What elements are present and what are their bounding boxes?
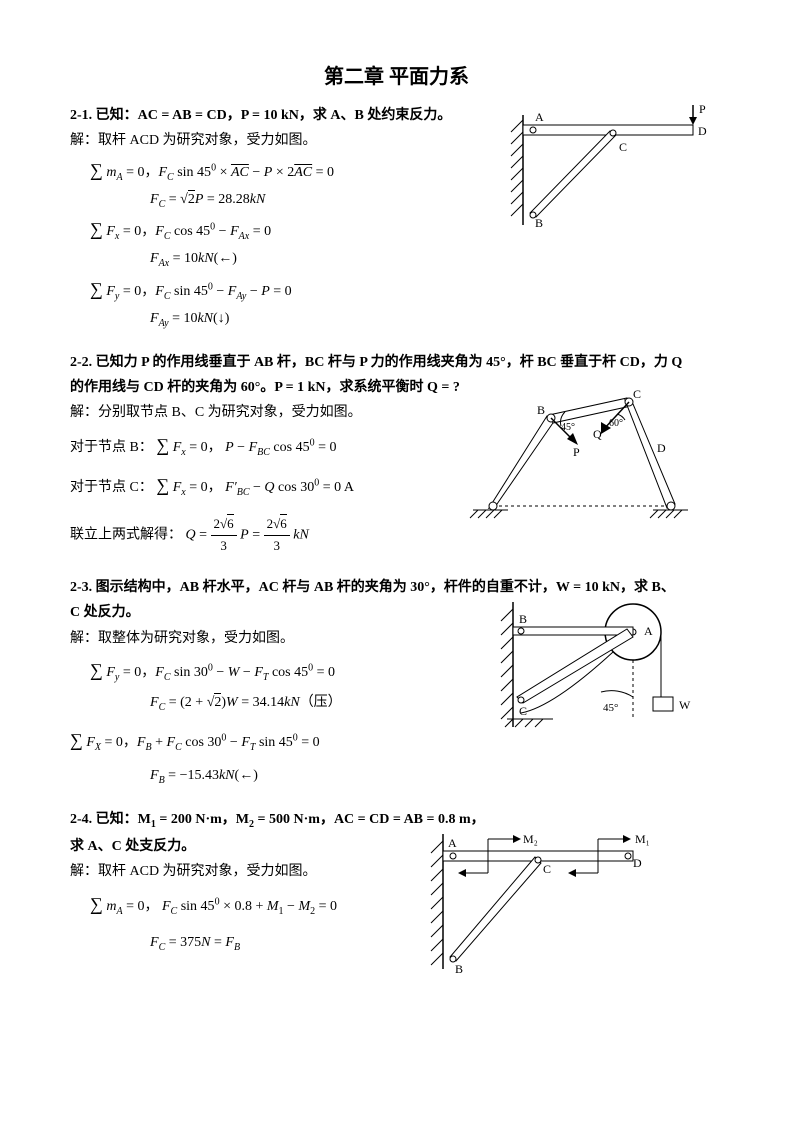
problem-2-3: 2-3. 图示结构中，AB 杆水平，AC 杆与 AB 杆的夹角为 30°，杆件的… bbox=[70, 577, 723, 789]
problem-2-2: 2-2. 已知力 P 的作用线垂直于 AB 杆，BC 杆与 P 力的作用线夹角为… bbox=[70, 352, 723, 557]
label-C: C bbox=[619, 140, 627, 154]
p3-figure: A B C W 45° bbox=[493, 597, 713, 752]
label-P: P bbox=[573, 445, 580, 459]
label-D: D bbox=[633, 856, 642, 870]
label-Q: Q bbox=[593, 427, 602, 441]
problem-2-1: 2-1. 已知：AC = AB = CD，P = 10 kN，求 A、B 处约束… bbox=[70, 105, 723, 332]
p2-nodeB-prefix: 对于节点 B： bbox=[70, 440, 153, 455]
label-A: A bbox=[448, 836, 457, 850]
label-D: D bbox=[657, 441, 666, 455]
p1-eq3: ∑ Fy = 0，FC sin 450 − FAy − P = 0 bbox=[90, 275, 723, 305]
p1-eq2-result: FAx = 10kN(←) bbox=[150, 248, 723, 272]
label-45: 45° bbox=[561, 422, 575, 433]
label-B: B bbox=[455, 962, 463, 976]
label-P: P bbox=[699, 105, 706, 116]
problem-2-4: 2-4. 已知：M1 = 200 N·m，M2 = 500 N·m，AC = C… bbox=[70, 809, 723, 955]
p1-figure: A B C D P bbox=[503, 105, 713, 240]
p1-eq3-result: FAy = 10kN(↓) bbox=[150, 308, 723, 332]
p4-figure: A B C D M₁ M₂ bbox=[423, 829, 663, 984]
label-C: C bbox=[543, 862, 551, 876]
p3-eq2-result: FB = −15.43kN(←) bbox=[150, 765, 723, 789]
label-A: A bbox=[535, 110, 544, 124]
label-B: B bbox=[535, 216, 543, 230]
label-D: D bbox=[698, 124, 707, 138]
label-C: C bbox=[633, 387, 641, 401]
label-B: B bbox=[537, 403, 545, 417]
label-60: 60° bbox=[609, 418, 623, 429]
label-B: B bbox=[519, 612, 527, 626]
label-C: C bbox=[519, 704, 527, 718]
p2-nodeC-prefix: 对于节点 C： bbox=[70, 480, 153, 495]
p2-figure: B C D P Q 45° 60° bbox=[453, 382, 713, 537]
p2-combine-prefix: 联立上两式解得： bbox=[70, 528, 182, 543]
label-W: W bbox=[679, 698, 691, 712]
label-M1: M₁ bbox=[635, 832, 650, 846]
label-45: 45° bbox=[603, 702, 618, 714]
label-A: A bbox=[644, 624, 653, 638]
chapter-title: 第二章 平面力系 bbox=[70, 60, 723, 89]
p2-heading-l1: 2-2. 已知力 P 的作用线垂直于 AB 杆，BC 杆与 P 力的作用线夹角为… bbox=[70, 352, 723, 374]
label-M2: M₂ bbox=[523, 832, 538, 846]
p2-heading-l2-text: 的作用线与 CD 杆的夹角为 60°。P = 1 kN，求系统平衡时 Q = ? bbox=[70, 380, 460, 395]
